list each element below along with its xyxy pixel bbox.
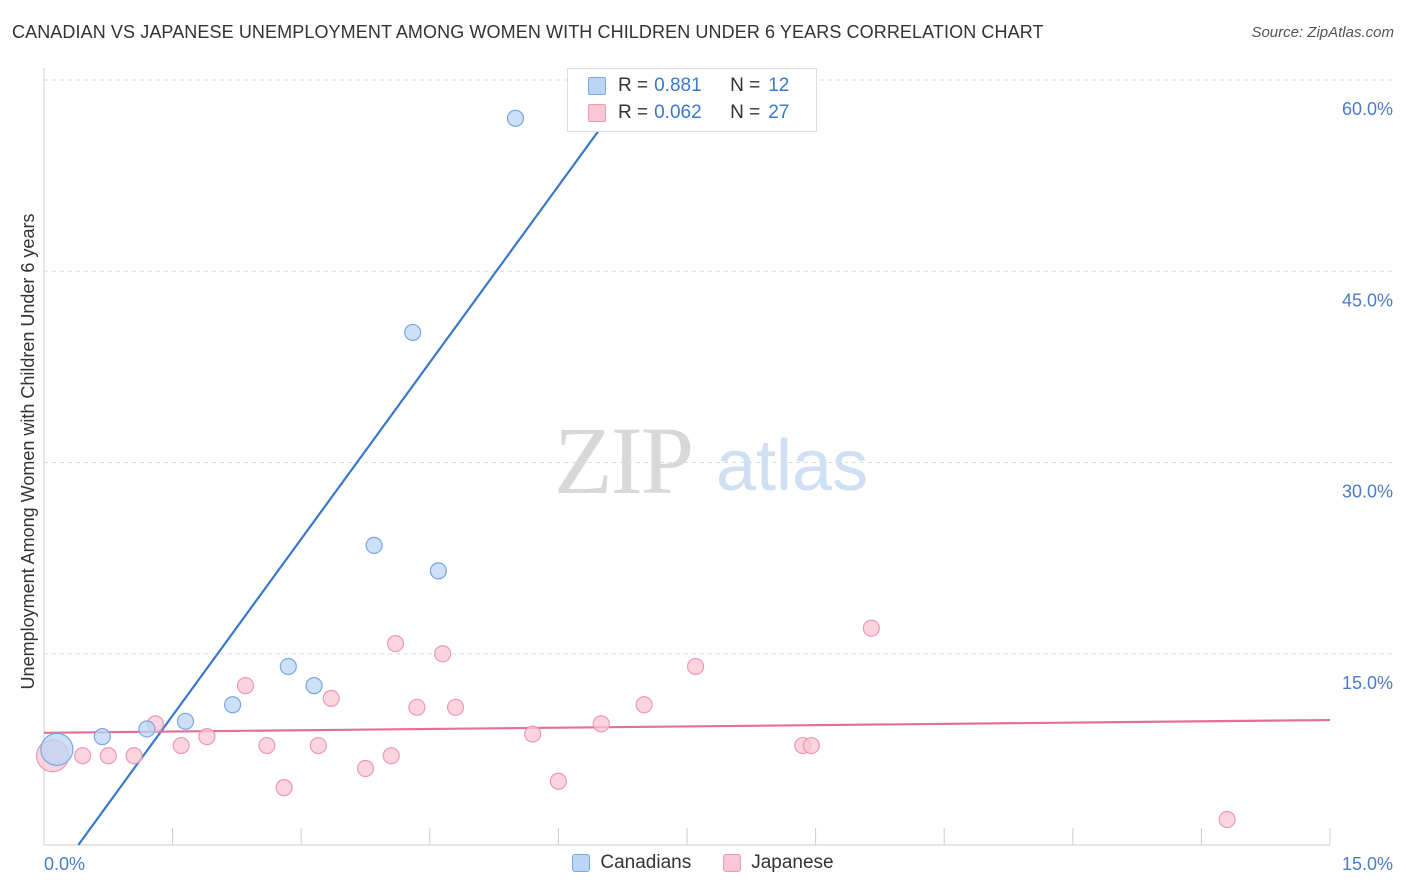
japanese-point <box>386 634 405 653</box>
japanese-trend-line <box>43 718 1331 734</box>
legend-r-value: 0.881 <box>654 75 702 96</box>
canadians-swatch <box>588 77 606 95</box>
y-tick-label: 60.0% <box>1342 99 1393 119</box>
japanese-point <box>382 747 400 765</box>
y-tick-label: 30.0% <box>1342 482 1393 502</box>
canadians-point <box>305 677 323 695</box>
japanese-point <box>524 725 542 743</box>
legend-item-japanese: Japanese <box>723 852 834 874</box>
japanese-swatch <box>588 104 606 122</box>
legend-n-label: N = <box>730 75 761 96</box>
canadians-point <box>404 323 422 342</box>
legend-r-label: R = <box>618 102 649 123</box>
source-credit: Source: ZipAtlas.com <box>1251 24 1394 41</box>
japanese-point <box>549 772 568 790</box>
canadians-point <box>224 696 242 714</box>
canadians-point <box>40 732 74 766</box>
chart-title: CANADIAN VS JAPANESE UNEMPLOYMENT AMONG … <box>12 22 1044 42</box>
y-axis-label: Unemployment Among Women with Children U… <box>18 214 38 690</box>
japanese-point <box>446 698 465 716</box>
japanese-point <box>592 715 610 733</box>
series-legend: Canadians Japanese <box>0 852 1406 874</box>
canadians-point <box>365 536 383 554</box>
canadians-point <box>506 109 525 127</box>
canadians-trend-line <box>77 79 637 846</box>
japanese-point <box>1218 810 1236 829</box>
legend-r-value: 0.062 <box>654 102 702 123</box>
japanese-point <box>99 747 117 765</box>
watermark-atlas: atlas <box>716 426 869 506</box>
legend-r-label: R = <box>618 75 649 96</box>
japanese-point <box>862 619 880 637</box>
canadians-swatch <box>572 854 591 872</box>
japanese-point <box>635 696 653 714</box>
japanese-point <box>686 657 705 676</box>
japanese-point <box>408 698 426 716</box>
japanese-point <box>198 728 216 746</box>
canadians-point <box>138 720 156 738</box>
japanese-point <box>309 736 327 755</box>
japanese-point <box>73 747 92 765</box>
canadians-point <box>429 562 447 580</box>
japanese-swatch <box>723 854 742 872</box>
japanese-point <box>172 736 190 755</box>
japanese-point <box>356 759 375 778</box>
japanese-point <box>125 747 143 765</box>
watermark-zip: ZIP <box>554 407 694 514</box>
japanese-point <box>258 736 276 755</box>
legend-n-label: N = <box>730 102 761 123</box>
legend-item-canadians: Canadians <box>572 852 691 874</box>
japanese-point <box>802 736 820 755</box>
canadians-point <box>279 657 297 676</box>
legend-row-canadians: R = 0.881 N = 12 <box>588 74 789 98</box>
x-tick-label: 15.0% <box>1342 854 1393 874</box>
legend-label-canadians: Canadians <box>600 852 692 873</box>
legend-row-japanese: R = 0.062 N = 27 <box>588 101 789 125</box>
japanese-point <box>275 779 293 797</box>
japanese-point <box>434 645 452 663</box>
legend-n-value: 27 <box>768 102 790 123</box>
x-tick-label: 0.0% <box>44 854 85 874</box>
japanese-point <box>322 689 340 707</box>
legend-label-japanese: Japanese <box>751 852 834 873</box>
y-tick-label: 15.0% <box>1342 673 1393 693</box>
japanese-point <box>236 677 255 695</box>
canadians-point <box>93 728 111 746</box>
y-tick-label: 45.0% <box>1342 290 1393 310</box>
legend-n-value: 12 <box>768 75 790 96</box>
canadians-point <box>176 712 195 730</box>
correlation-legend: R = 0.881 N = 12 R = 0.062 N = 27 <box>567 68 817 132</box>
